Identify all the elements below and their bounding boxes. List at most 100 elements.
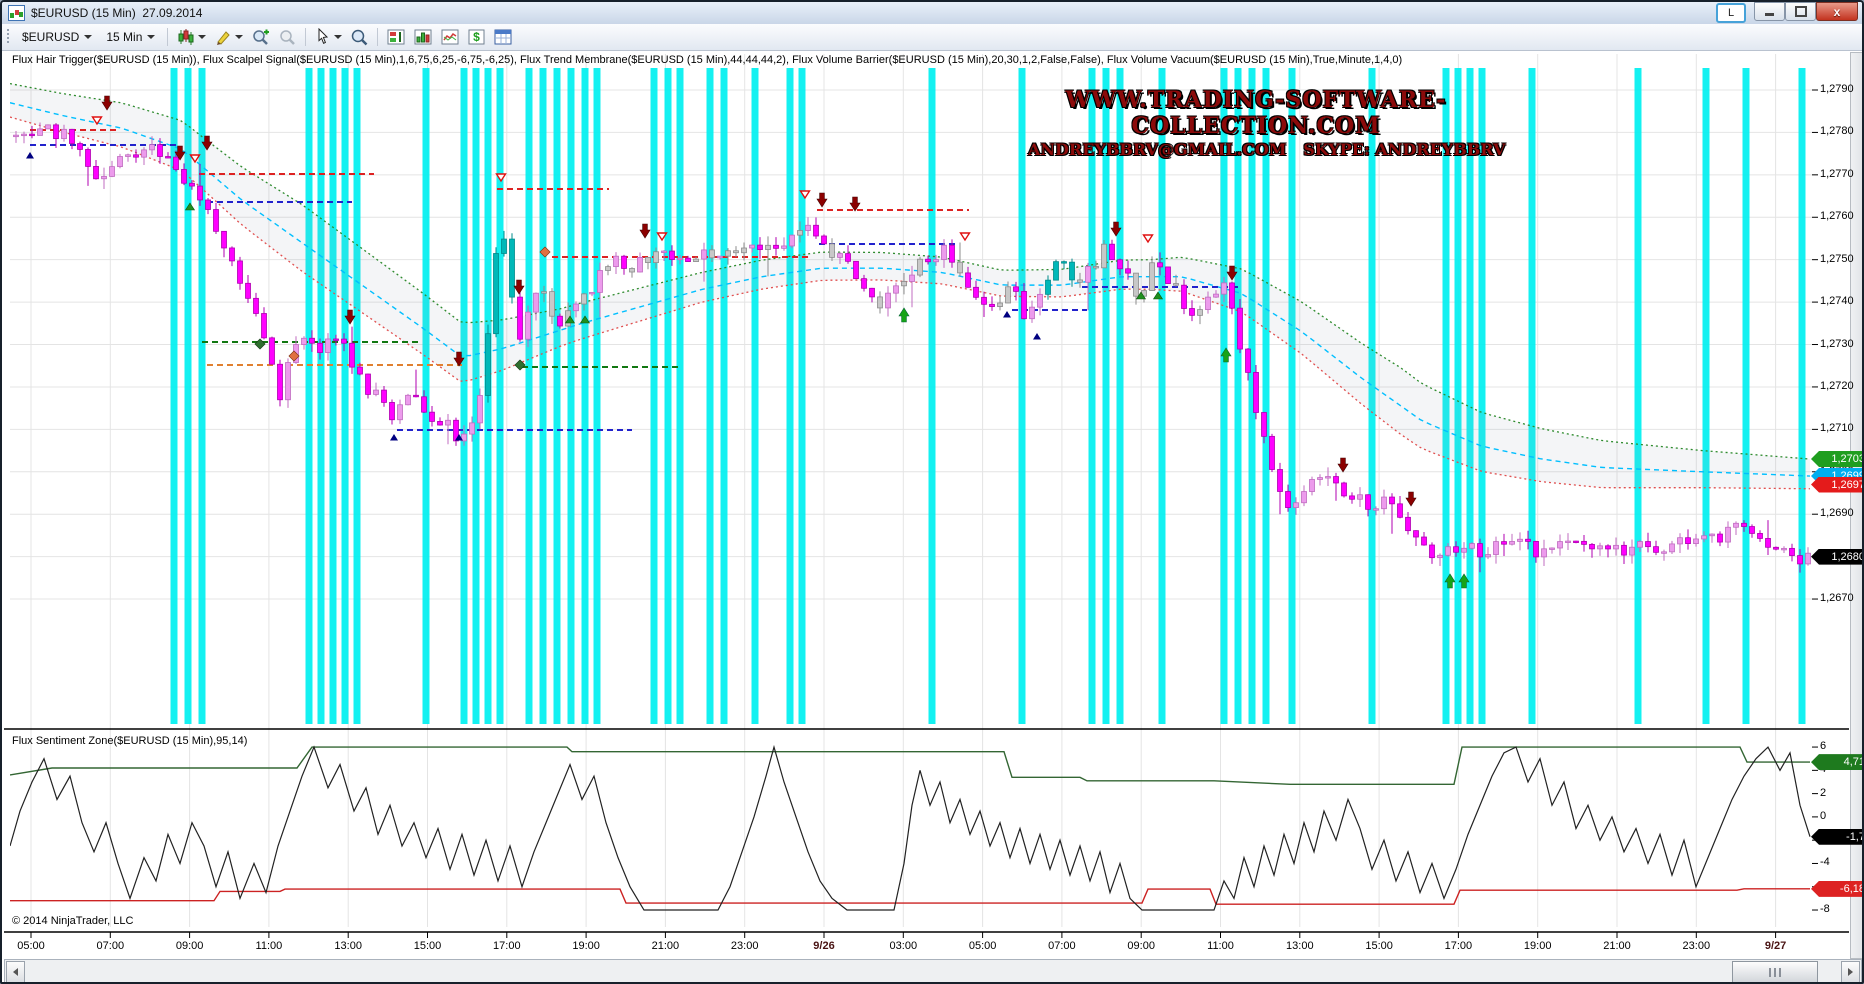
price-tick-label: 1,2690 — [1820, 507, 1854, 520]
scroll-left-button[interactable] — [6, 961, 25, 982]
title-bar[interactable]: $EURUSD (15 Min) 27.09.2014 L x — [2, 2, 1862, 25]
scrollbar-thumb[interactable] — [1732, 961, 1818, 982]
time-tick-label: 19:00 — [1523, 940, 1552, 952]
time-tick-label: 15:00 — [413, 940, 442, 952]
close-icon: x — [1833, 4, 1841, 19]
horizontal-scrollbar[interactable] — [4, 959, 1862, 982]
time-tick-label: 03:00 — [889, 940, 918, 952]
instrument-label: $EURUSD — [22, 30, 80, 44]
time-tick-label: 07:00 — [1048, 940, 1076, 952]
time-tick-label: 19:00 — [572, 940, 600, 952]
time-tick-label: 09:00 — [1127, 940, 1155, 952]
value-badge: 1,2697 — [1811, 476, 1862, 493]
table-grid-icon — [494, 29, 512, 45]
cursor-icon — [318, 28, 329, 44]
right-margin-strip[interactable] — [1850, 52, 1862, 959]
price-tick-label: 1,2750 — [1820, 252, 1854, 265]
account-dollar-button[interactable]: $ — [465, 26, 489, 48]
restore-button[interactable] — [1785, 2, 1816, 21]
time-tick-label: 05:00 — [17, 940, 45, 952]
price-tick-label: 1,2760 — [1820, 210, 1854, 223]
svg-text:$: $ — [474, 30, 481, 44]
pencil-icon — [217, 31, 231, 45]
window-icon — [8, 5, 25, 21]
toolbar-separator — [167, 28, 169, 46]
arrow-left-icon — [13, 968, 18, 976]
magnifier-icon — [352, 29, 368, 46]
watermark-line1: WWW.TRADING-SOFTWARE-COLLECTION.COM — [1065, 87, 1447, 139]
time-tick-label: 9/27 — [1764, 940, 1787, 952]
sub-tick-label: 2 — [1820, 786, 1827, 799]
chart-trader-icon — [387, 29, 405, 45]
minimize-icon — [1765, 13, 1774, 16]
toolbar-separator — [377, 28, 379, 46]
time-tick-label: 21:00 — [1603, 940, 1631, 952]
value-badge: 1,2703 — [1811, 451, 1862, 468]
price-tick-label: 1,2730 — [1820, 337, 1854, 350]
restore-icon — [1794, 6, 1807, 17]
price-tick-label: 1,2720 — [1820, 379, 1854, 392]
interval-selector[interactable]: 15 Min — [99, 28, 162, 46]
copyright-text: © 2014 NinjaTrader, LLC — [12, 915, 134, 927]
chevron-down-icon — [84, 35, 93, 39]
sub-tick-label: 6 — [1820, 740, 1827, 753]
candlestick-icon — [178, 29, 194, 45]
link-window-button[interactable]: L — [1716, 3, 1746, 23]
time-tick-label: 9/26 — [813, 940, 835, 952]
zoom-out-button[interactable] — [275, 26, 299, 48]
time-tick-label: 17:00 — [493, 940, 521, 952]
watermark-line2: ANDREYBBRV@GMAIL.COM SKYPE: ANDREYBBRV — [1028, 140, 1506, 159]
zoom-out-icon — [280, 30, 296, 45]
time-tick-label: 07:00 — [96, 940, 125, 952]
chevron-down-icon — [198, 35, 207, 39]
time-tick-label: 15:00 — [1365, 940, 1393, 952]
window-title: $EURUSD (15 Min) 27.09.2014 — [31, 6, 203, 20]
watermark: WWW.TRADING-SOFTWARE-COLLECTION.COM ANDR… — [1028, 87, 1506, 159]
output-grid-button[interactable] — [491, 26, 516, 48]
market-analyzer-button[interactable] — [411, 26, 436, 48]
arrow-right-icon — [1848, 968, 1853, 976]
time-tick-label: 05:00 — [968, 940, 997, 952]
time-tick-label: 13:00 — [334, 940, 362, 952]
instrument-selector[interactable]: $EURUSD — [15, 28, 99, 46]
value-badge: 1,2680 — [1811, 548, 1862, 565]
time-tick-label: 17:00 — [1444, 940, 1473, 952]
minimize-button[interactable] — [1754, 2, 1785, 21]
time-tick-label: 13:00 — [1286, 940, 1314, 952]
sub-tick-label: -8 — [1820, 903, 1830, 916]
line-chart-icon — [441, 29, 459, 45]
mini-chart-button[interactable] — [438, 26, 463, 48]
toolbar-grip[interactable] — [7, 29, 9, 45]
time-tick-label: 23:00 — [1682, 940, 1711, 952]
chevron-down-icon — [334, 35, 343, 39]
scroll-right-button[interactable] — [1841, 961, 1860, 982]
chart-trader-button[interactable] — [384, 26, 409, 48]
price-tick-label: 1,2780 — [1820, 125, 1854, 138]
price-tick-label: 1,2710 — [1820, 422, 1854, 435]
zoom-in-icon — [253, 29, 270, 45]
cursor-button[interactable] — [312, 26, 345, 48]
zoom-in-button[interactable] — [248, 26, 273, 48]
price-tick-label: 1,2670 — [1820, 592, 1854, 605]
dollar-icon: $ — [468, 29, 485, 45]
bar-chart-icon — [414, 29, 432, 45]
value-badge: 4,71 — [1811, 754, 1862, 771]
time-tick-label: 21:00 — [651, 940, 680, 952]
value-badge: -1,7 — [1811, 828, 1862, 845]
data-box-button[interactable] — [347, 26, 371, 48]
chevron-down-icon — [235, 35, 244, 39]
price-tick-label: 1,2740 — [1820, 295, 1854, 308]
time-tick-label: 11:00 — [1207, 940, 1234, 952]
toolbar: $EURUSD 15 Min — [2, 24, 1862, 51]
price-tick-label: 1,2770 — [1820, 167, 1854, 180]
time-tick-label: 11:00 — [255, 940, 283, 952]
indicator-parameters-line: Flux Hair Trigger($EURUSD (15 Min)), Flu… — [12, 54, 1403, 66]
chart-style-button[interactable] — [174, 26, 209, 48]
sub-tick-label: 0 — [1820, 809, 1827, 822]
drawing-tools-button[interactable] — [211, 26, 246, 48]
interval-label: 15 Min — [106, 30, 143, 44]
close-button[interactable]: x — [1816, 2, 1858, 21]
time-tick-label: 23:00 — [730, 940, 759, 952]
